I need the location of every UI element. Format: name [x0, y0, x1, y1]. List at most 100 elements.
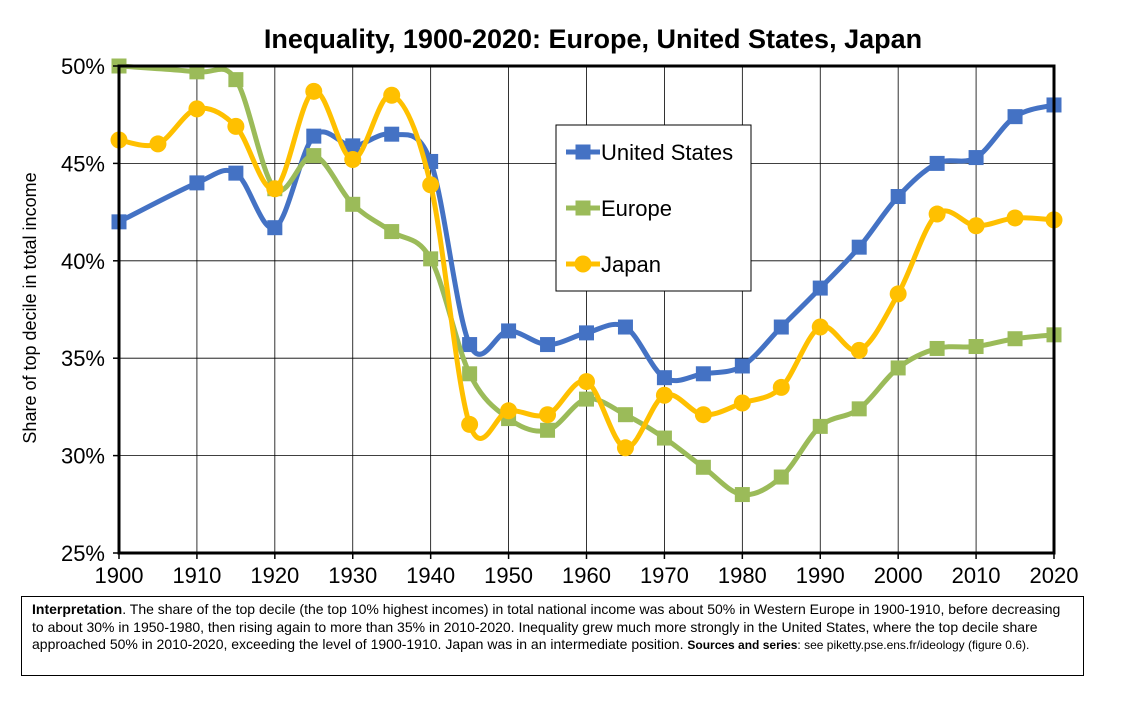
legend-label: Europe	[601, 196, 672, 221]
x-tick-label: 1980	[718, 563, 767, 588]
data-point-europe	[1007, 331, 1023, 347]
data-point-united-states	[501, 323, 517, 339]
data-point-japan	[655, 386, 673, 404]
data-point-europe	[773, 469, 789, 485]
y-axis-label: Share of top decile in total income	[20, 172, 40, 443]
data-point-united-states	[851, 239, 867, 255]
legend-label: United States	[601, 140, 733, 165]
x-tick-label: 2020	[1030, 563, 1079, 588]
data-point-japan	[344, 151, 362, 169]
data-point-united-states	[228, 165, 244, 181]
interpretation-label: Interpretation	[32, 601, 123, 617]
sources-text: : see piketty.pse.ens.fr/ideology (figur…	[797, 638, 1030, 652]
data-point-europe	[306, 148, 322, 164]
y-tick-label: 50%	[61, 54, 105, 79]
data-point-united-states	[306, 128, 322, 144]
data-point-united-states	[968, 150, 984, 166]
y-tick-label: 45%	[61, 151, 105, 176]
series-layer	[110, 58, 1063, 503]
data-point-japan	[694, 406, 712, 424]
x-tick-label: 1950	[484, 563, 533, 588]
x-tick-label: 1970	[640, 563, 689, 588]
data-point-japan	[967, 217, 985, 235]
data-point-japan	[811, 318, 829, 336]
data-point-united-states	[579, 325, 594, 341]
data-point-europe	[384, 224, 400, 240]
data-point-japan	[305, 82, 323, 100]
data-point-united-states	[734, 358, 750, 374]
legend-marker	[575, 200, 591, 216]
chart: Inequality, 1900-2020: Europe, United St…	[20, 24, 1079, 588]
data-point-united-states	[462, 337, 478, 353]
data-point-europe	[929, 340, 945, 356]
data-point-united-states	[773, 319, 789, 335]
data-point-japan	[616, 439, 634, 457]
x-tick-label: 2010	[952, 563, 1001, 588]
data-point-japan	[928, 205, 946, 223]
data-point-japan	[227, 117, 245, 135]
x-tick-label: 1960	[562, 563, 611, 588]
data-point-europe	[812, 418, 828, 434]
data-point-united-states	[540, 337, 556, 353]
data-point-united-states	[890, 189, 906, 205]
data-point-united-states	[384, 126, 400, 142]
data-point-europe	[540, 422, 556, 438]
legend: United States Europe Japan	[555, 124, 752, 292]
series-europe	[111, 58, 1062, 503]
sources-label: Sources and series	[687, 638, 798, 652]
y-tick-label: 30%	[61, 444, 105, 469]
y-tick-label: 35%	[61, 346, 105, 371]
interpretation-note: Interpretation. The share of the top dec…	[21, 596, 1084, 676]
data-point-united-states	[695, 366, 711, 382]
data-point-europe	[345, 196, 361, 212]
x-tick-label: 1940	[406, 563, 455, 588]
x-tick-label: 1930	[328, 563, 377, 588]
legend-marker	[574, 255, 592, 273]
data-point-europe	[695, 459, 711, 475]
data-point-japan	[500, 402, 518, 420]
data-point-japan	[461, 415, 479, 433]
data-point-japan	[266, 180, 284, 198]
data-point-japan	[188, 100, 206, 118]
series-japan	[110, 82, 1063, 457]
data-point-japan	[1006, 209, 1024, 227]
data-point-japan	[733, 394, 751, 412]
data-point-japan	[422, 176, 440, 194]
interpretation-text: . The share of the top decile (the top 1…	[32, 601, 1061, 652]
data-point-japan	[383, 86, 401, 104]
data-point-united-states	[812, 280, 828, 296]
data-point-japan	[889, 285, 907, 303]
data-point-united-states	[617, 319, 633, 335]
data-point-united-states	[656, 370, 672, 386]
data-point-europe	[617, 407, 633, 423]
data-point-japan	[578, 373, 595, 391]
data-point-united-states	[267, 220, 283, 236]
data-point-japan	[539, 406, 557, 424]
data-point-japan	[772, 378, 790, 396]
data-point-europe	[462, 366, 478, 382]
data-point-europe	[656, 430, 672, 446]
legend-label: Japan	[601, 252, 661, 277]
x-tick-label: 1990	[796, 563, 845, 588]
data-point-united-states	[345, 138, 361, 154]
data-point-europe	[734, 487, 750, 503]
x-tick-label: 1900	[95, 563, 144, 588]
data-point-europe	[228, 72, 244, 88]
x-tick-label: 2000	[874, 563, 923, 588]
data-point-europe	[851, 401, 867, 417]
data-point-europe	[189, 64, 205, 80]
tick-labels: 25% 30% 35% 40% 45% 50% 1900 1910 1920 1930 1940 19…	[61, 54, 1079, 588]
data-point-united-states	[189, 175, 205, 191]
data-point-united-states	[929, 155, 945, 171]
data-point-united-states	[1007, 109, 1023, 125]
data-point-japan	[850, 341, 868, 359]
x-tick-label: 1920	[250, 563, 299, 588]
x-tick-label: 1910	[172, 563, 221, 588]
data-point-europe	[890, 360, 906, 376]
y-tick-label: 25%	[61, 541, 105, 566]
chart-title: Inequality, 1900-2020: Europe, United St…	[264, 24, 922, 54]
legend-marker	[575, 144, 591, 160]
data-point-japan	[149, 135, 167, 153]
data-point-europe	[423, 251, 439, 267]
data-point-europe	[579, 391, 594, 407]
